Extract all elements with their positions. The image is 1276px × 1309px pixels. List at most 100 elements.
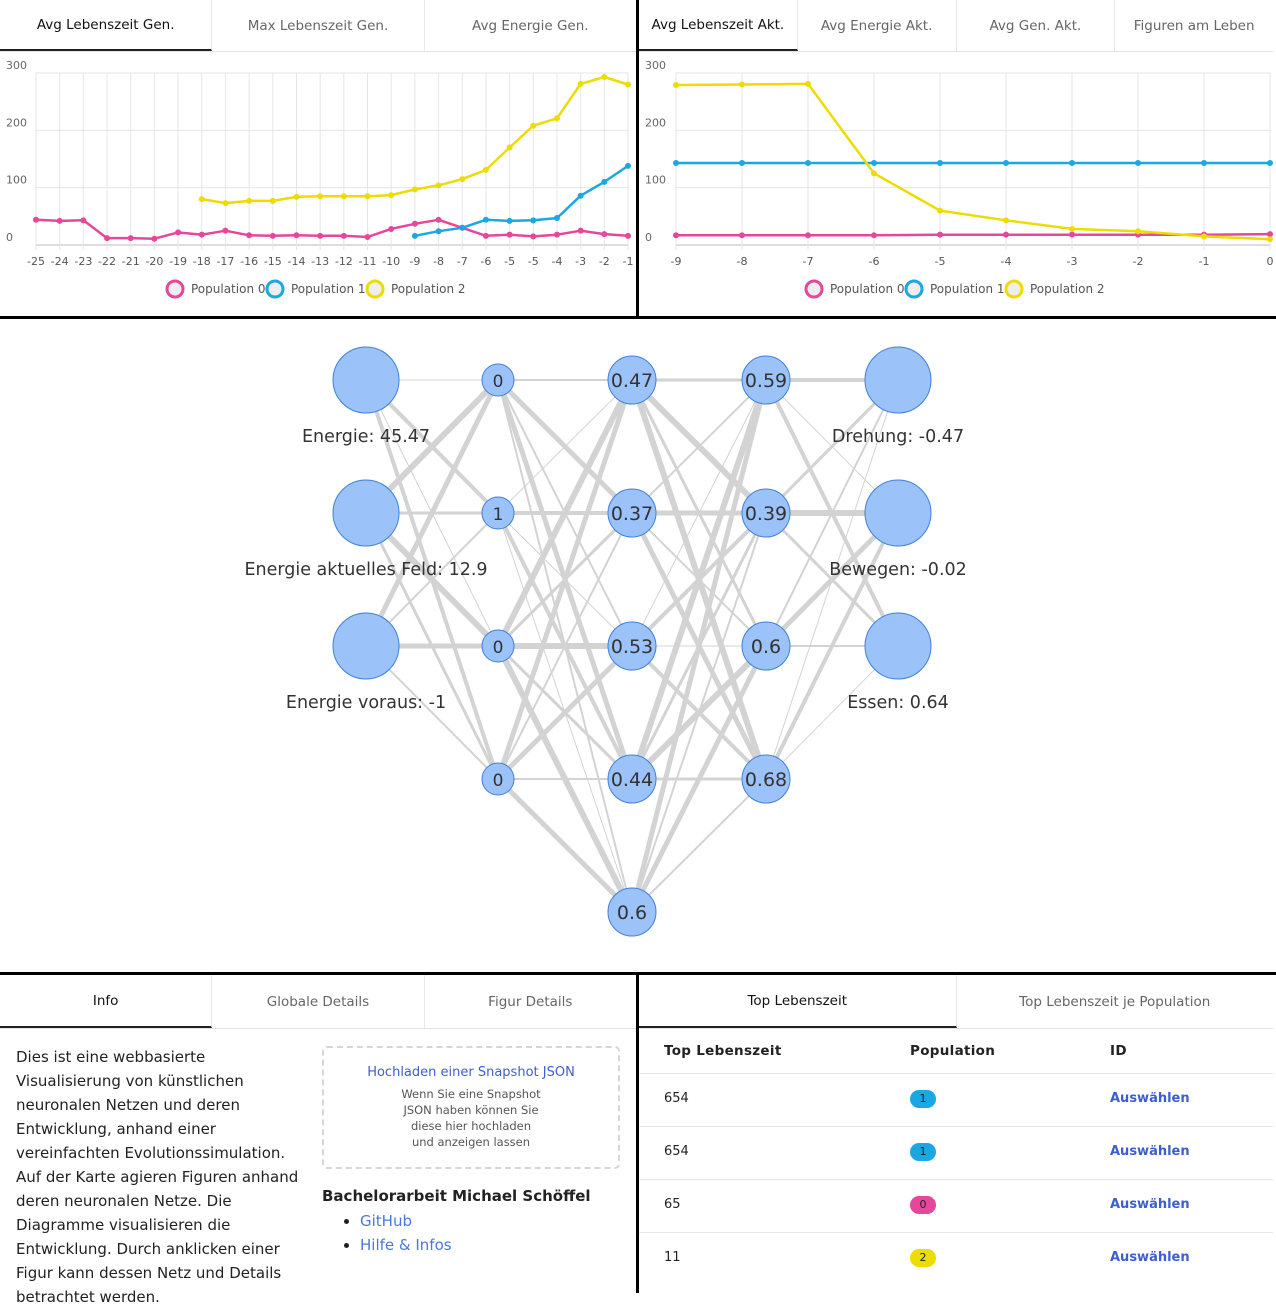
node[interactable] xyxy=(481,762,515,796)
x-tick-label: -23 xyxy=(74,255,92,268)
edge xyxy=(629,379,769,780)
data-point xyxy=(805,232,811,239)
data-point xyxy=(364,193,371,200)
select-link[interactable]: Auswählen xyxy=(1110,1197,1190,1212)
node[interactable] xyxy=(607,754,657,804)
data-point xyxy=(340,232,347,239)
tab[interactable]: Avg Lebenszeit Akt. xyxy=(639,0,798,51)
table: Top Lebenszeit Population ID 654 1 Auswählen 6… xyxy=(639,1029,1273,1293)
population-badge: 1 xyxy=(910,1143,936,1161)
data-point xyxy=(553,115,560,122)
node-value: 0.6 xyxy=(617,902,647,924)
node[interactable] xyxy=(332,612,400,680)
legend-label: Population 0 xyxy=(830,282,905,296)
edge xyxy=(363,378,501,648)
data-point xyxy=(482,216,489,223)
node[interactable] xyxy=(864,612,932,680)
tab[interactable]: Top Lebenszeit xyxy=(639,975,957,1028)
node[interactable] xyxy=(332,346,400,414)
data-point xyxy=(435,182,442,189)
data-point xyxy=(673,160,679,167)
node[interactable] xyxy=(864,346,932,414)
upload-box[interactable]: Hochladen einer Snapshot JSON Wenn Sie e… xyxy=(322,1046,620,1169)
x-tick-label: -2 xyxy=(1133,255,1144,268)
data-point xyxy=(1069,225,1075,232)
node-value: 0.47 xyxy=(611,370,653,392)
tab[interactable]: Avg Energie Akt. xyxy=(798,0,957,51)
legend-marker xyxy=(1004,279,1024,299)
x-tick-label: -6 xyxy=(480,255,491,268)
x-tick-label: -1 xyxy=(623,255,634,268)
edge xyxy=(496,777,634,914)
x-tick-label: -16 xyxy=(240,255,258,268)
data-point xyxy=(340,193,347,200)
x-tick-label: -4 xyxy=(1001,255,1012,268)
column-header: Population xyxy=(910,1043,996,1059)
x-tick-label: -13 xyxy=(311,255,329,268)
node[interactable] xyxy=(481,496,515,530)
x-tick-label: -6 xyxy=(869,255,880,268)
tab[interactable]: Max Lebenszeit Gen. xyxy=(212,0,425,51)
node[interactable] xyxy=(741,621,791,671)
data-point xyxy=(1069,231,1075,238)
data-point xyxy=(530,122,537,129)
data-point xyxy=(482,166,489,173)
node[interactable] xyxy=(481,363,515,397)
network: Energie: 45.47 Energie aktuelles Feld: 12… xyxy=(244,346,967,937)
x-tick-label: -25 xyxy=(27,255,45,268)
node[interactable] xyxy=(741,754,791,804)
x-tick-label: -15 xyxy=(264,255,282,268)
tab[interactable]: Info xyxy=(0,975,213,1028)
row-divider xyxy=(639,1126,1273,1127)
data-point xyxy=(482,232,489,239)
x-tick-label: -8 xyxy=(737,255,748,268)
data-point xyxy=(601,178,608,185)
row-divider xyxy=(639,1179,1273,1180)
link[interactable]: Hilfe & Infos xyxy=(360,1236,452,1254)
tab[interactable]: Avg Energie Gen. xyxy=(472,17,589,34)
node[interactable] xyxy=(607,887,657,937)
node[interactable] xyxy=(332,479,400,547)
tab[interactable]: Avg Lebenszeit Gen. xyxy=(0,0,213,51)
data-point xyxy=(739,232,745,239)
node-value: 0.59 xyxy=(745,370,787,392)
tab[interactable]: Avg Gen. Akt. xyxy=(957,0,1116,51)
divider xyxy=(0,972,1276,975)
select-link[interactable]: Auswählen xyxy=(1110,1091,1190,1106)
data-point xyxy=(388,225,395,232)
node[interactable] xyxy=(607,488,657,538)
y-tick-label: 100 xyxy=(645,174,666,187)
node-value: 0.68 xyxy=(745,769,787,791)
tab[interactable]: Figur Details xyxy=(488,993,573,1010)
edge xyxy=(629,379,769,913)
tab-bar: Info Globale Details Figur Details xyxy=(0,975,636,1029)
row-divider xyxy=(639,1073,1273,1074)
node[interactable] xyxy=(864,479,932,547)
select-link[interactable]: Auswählen xyxy=(1110,1250,1190,1265)
node-label: Drehung: -0.47 xyxy=(832,427,964,447)
link-item: Hilfe & Infos xyxy=(360,1233,452,1257)
x-tick-label: -3 xyxy=(1067,255,1078,268)
cell: 65 xyxy=(664,1197,681,1212)
data-point xyxy=(577,192,584,199)
data-point xyxy=(937,207,943,214)
data-point xyxy=(293,193,300,200)
link[interactable]: GitHub xyxy=(360,1212,412,1230)
node-value: 0 xyxy=(493,372,504,392)
select-link[interactable]: Auswählen xyxy=(1110,1144,1190,1159)
tab[interactable]: Top Lebenszeit je Population xyxy=(1019,993,1211,1010)
node-label: Energie aktuelles Feld: 12.9 xyxy=(244,560,487,580)
node[interactable] xyxy=(481,629,515,663)
node[interactable] xyxy=(741,355,791,405)
row-divider xyxy=(639,1232,1273,1233)
node[interactable] xyxy=(607,621,657,671)
cell: 11 xyxy=(664,1250,681,1265)
data-point xyxy=(871,170,877,177)
node[interactable] xyxy=(741,488,791,538)
node[interactable] xyxy=(607,355,657,405)
legend-label: Population 1 xyxy=(291,282,366,296)
tab[interactable]: Globale Details xyxy=(212,975,425,1028)
tab[interactable]: Figuren am Leben xyxy=(1133,17,1255,34)
link-list: GitHub Hilfe & Infos xyxy=(322,1209,452,1257)
edge xyxy=(497,379,633,514)
